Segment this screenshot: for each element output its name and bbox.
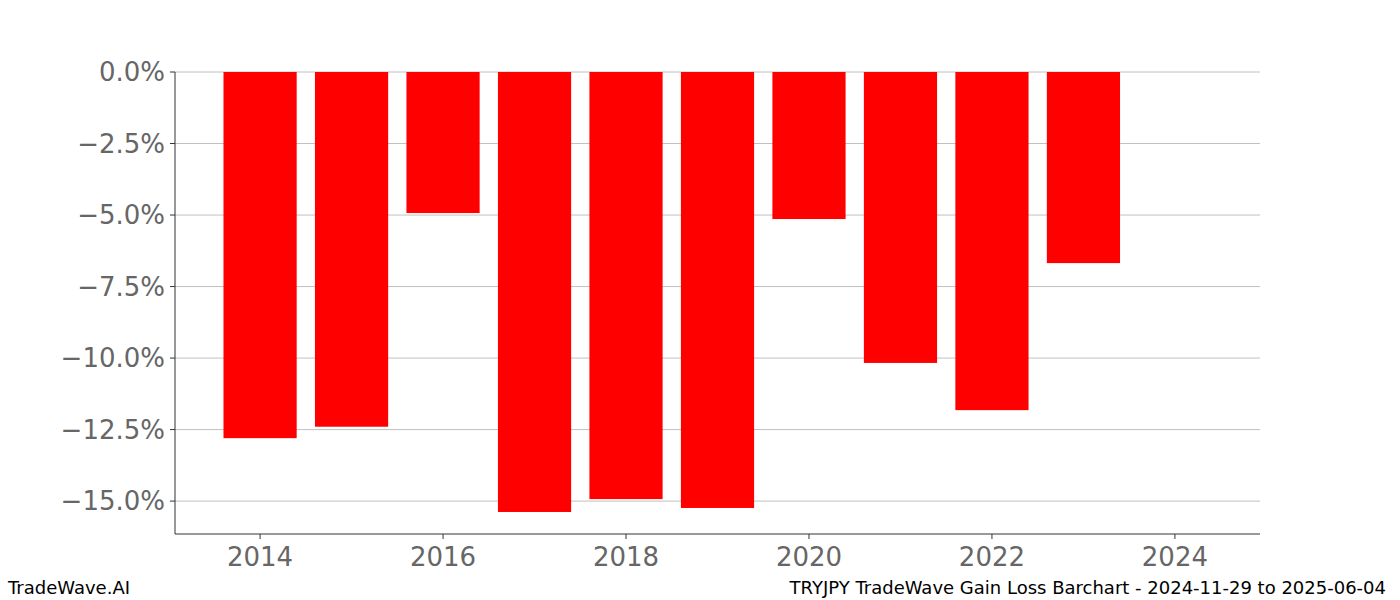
bar — [406, 72, 479, 213]
y-tick-label: −2.5% — [77, 129, 165, 159]
y-tick-label: −15.0% — [61, 486, 165, 516]
chart: 0.0% −2.5% −5.0% −7.5% −10.0% −12.5% −15.0% 201… — [0, 0, 1400, 600]
x-tick-label: 2024 — [1142, 542, 1208, 572]
bar — [589, 72, 662, 499]
x-tick — [626, 534, 627, 539]
y-tick-label: −7.5% — [77, 272, 165, 302]
y-tick-label: 0.0% — [99, 57, 165, 87]
x-tick — [443, 534, 444, 539]
bar — [864, 72, 937, 363]
x-tick — [808, 534, 809, 539]
y-tick-label: −10.0% — [61, 343, 165, 373]
y-tick — [170, 72, 175, 73]
x-tick-label: 2018 — [593, 542, 659, 572]
x-tick-label: 2020 — [776, 542, 842, 572]
bar — [955, 72, 1028, 410]
y-tick — [170, 501, 175, 502]
bar — [772, 72, 845, 219]
bar — [681, 72, 754, 508]
y-tick-label: −5.0% — [77, 200, 165, 230]
title: TRYJPY TradeWave Gain Loss Barchart - 20… — [789, 577, 1386, 598]
y-axis — [175, 72, 176, 534]
y-tick — [170, 286, 175, 287]
y-tick — [170, 429, 175, 430]
x-axis — [175, 534, 1260, 535]
watermark: TradeWave.AI — [7, 577, 130, 598]
y-tick-label: −12.5% — [61, 415, 165, 445]
x-tick-label: 2022 — [959, 542, 1025, 572]
bar — [1047, 72, 1120, 263]
y-tick — [170, 358, 175, 359]
x-tick — [991, 534, 992, 539]
y-tick — [170, 215, 175, 216]
bar — [498, 72, 571, 512]
bar — [223, 72, 296, 438]
x-tick-label: 2016 — [410, 542, 476, 572]
bars — [223, 72, 1120, 512]
chart-root: 0.0% −2.5% −5.0% −7.5% −10.0% −12.5% −15.0% 201… — [0, 0, 1400, 600]
x-tick-label: 2014 — [227, 542, 293, 572]
x-tick — [1174, 534, 1175, 539]
bar — [315, 72, 388, 427]
y-tick — [170, 143, 175, 144]
x-tick — [260, 534, 261, 539]
